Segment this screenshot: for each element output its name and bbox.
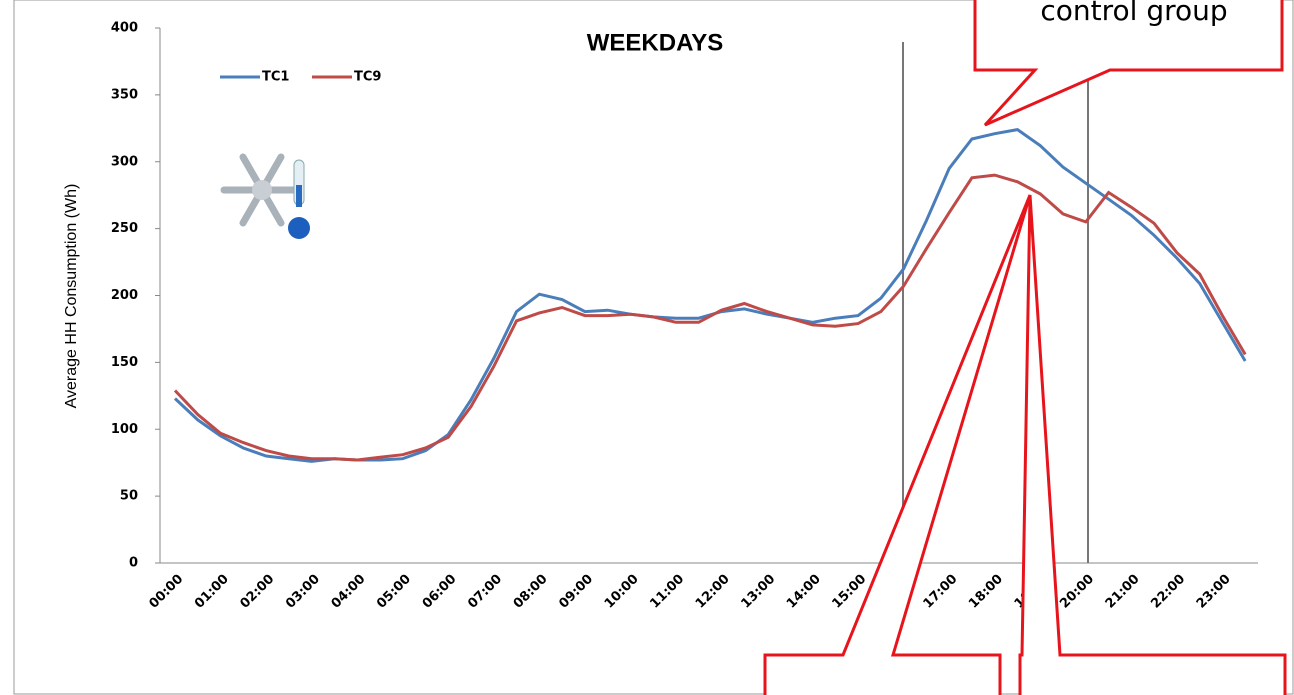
legend-label: TC9	[354, 70, 381, 85]
y-tick-label: 300	[111, 154, 138, 169]
y-tick-label: 100	[111, 422, 138, 437]
y-tick-label: 50	[120, 489, 138, 504]
callout-shape	[1018, 194, 1287, 695]
y-tick-label: 200	[111, 288, 138, 303]
line-series	[173, 173, 1247, 462]
callout-text: control group	[1040, 0, 1227, 27]
y-tick-label: 350	[111, 87, 138, 102]
thermometer-icon	[220, 153, 310, 239]
chart-title: WEEKDAYS	[587, 29, 723, 56]
y-tick-label: 0	[129, 556, 138, 571]
y-axis-label: Average HH Consumption (Wh)	[63, 184, 80, 409]
legend-label: TC1	[262, 70, 289, 85]
chart-frame	[13, 0, 1294, 695]
y-tick-label: 250	[111, 221, 138, 236]
y-tick-label: 400	[111, 21, 138, 36]
y-tick-label: 150	[111, 355, 138, 370]
callout-shape	[973, 0, 1284, 127]
